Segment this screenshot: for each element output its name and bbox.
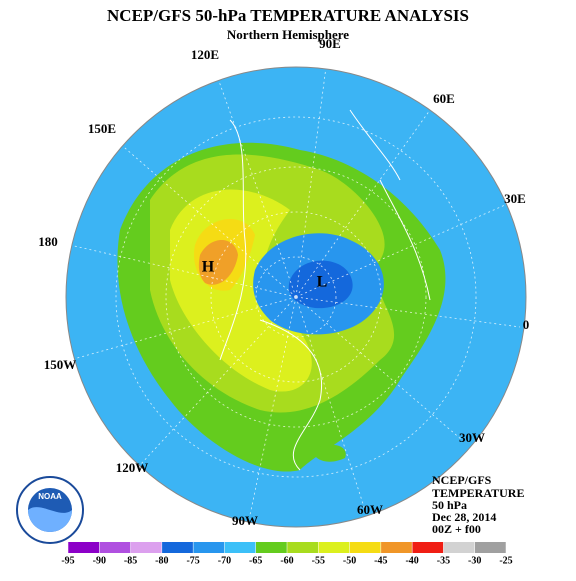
colorbar-swatch: [68, 542, 100, 553]
colorbar-label: -65: [249, 555, 262, 566]
colorbar-label: -60: [280, 555, 293, 566]
lon-label: 60W: [357, 502, 383, 517]
colorbar: -95 -90 -85 -80 -75 -70 -65 -60 -55 -50 -45 -40 -35 -…: [61, 542, 513, 566]
lon-label: 120W: [116, 460, 149, 475]
lon-label: 120E: [191, 47, 219, 62]
noaa-logo: NOAA: [16, 476, 84, 544]
colorbar-label: -40: [405, 555, 418, 566]
map-border: [65, 66, 527, 528]
lon-label: 150W: [44, 357, 77, 372]
colorbar-swatch: [349, 542, 381, 553]
colorbar-label: -90: [93, 555, 106, 566]
colorbar-swatch: [130, 542, 162, 553]
colorbar-swatch: [318, 542, 350, 553]
lon-label: 30W: [459, 430, 485, 445]
colorbar-label: -85: [124, 555, 137, 566]
colorbar-label: -35: [437, 555, 450, 566]
colorbar-label: -70: [218, 555, 231, 566]
colorbar-label: -75: [186, 555, 199, 566]
lon-label: 30E: [504, 191, 526, 206]
colorbar-label: -50: [343, 555, 356, 566]
info-line: 50 hPa: [432, 498, 467, 512]
high-center: H: [202, 259, 215, 276]
low-center: L: [317, 274, 328, 291]
subtitle: Northern Hemisphere: [227, 27, 349, 42]
colorbar-swatch: [99, 542, 131, 553]
lon-label: 0: [523, 317, 530, 332]
colorbar-swatch: [380, 542, 413, 553]
lon-label: 60E: [433, 91, 455, 106]
colorbar-label: -95: [61, 555, 74, 566]
colorbar-swatch: [412, 542, 444, 553]
logo-text: NOAA: [38, 492, 62, 501]
colorbar-swatch: [161, 542, 194, 553]
colorbar-label: -45: [374, 555, 387, 566]
lon-label: 90E: [319, 36, 341, 51]
info-line: NCEP/GFS: [432, 473, 492, 487]
info-line: Dec 28, 2014: [432, 510, 496, 524]
temperature-field: [66, 67, 526, 527]
lon-label: 90W: [232, 513, 258, 528]
title: NCEP/GFS 50-hPa TEMPERATURE ANALYSIS: [107, 6, 469, 25]
colorbar-label: -55: [312, 555, 325, 566]
colorbar-label: -30: [468, 555, 481, 566]
colorbar-swatch: [287, 542, 319, 553]
colorbar-swatch: [224, 542, 256, 553]
lon-label: 150E: [88, 121, 116, 136]
colorbar-swatch: [443, 542, 475, 553]
info-line: TEMPERATURE: [432, 486, 524, 500]
colorbar-label: -25: [499, 555, 512, 566]
colorbar-swatch: [193, 542, 225, 553]
longitude-labels: 90E 60E 30E 0 30W 60W 90W 120W 150W 180 …: [38, 36, 529, 528]
colorbar-swatch: [474, 542, 506, 553]
lon-label: 180: [38, 234, 58, 249]
info-line: 00Z + f00: [432, 522, 481, 536]
colorbar-label: -80: [155, 555, 168, 566]
info-block: NCEP/GFS TEMPERATURE 50 hPa Dec 28, 2014…: [432, 473, 524, 536]
colorbar-swatch: [255, 542, 287, 553]
